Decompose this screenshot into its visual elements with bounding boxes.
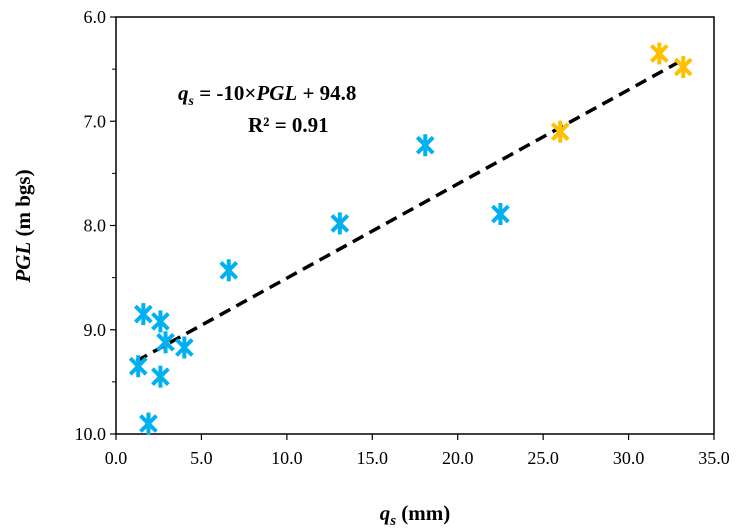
- data-point: [415, 134, 435, 157]
- data-point: [139, 412, 158, 435]
- data-point: [550, 120, 570, 143]
- data-point: [151, 310, 170, 333]
- y-tick-label: 6.0: [84, 7, 107, 27]
- x-tick-label: 30.0: [613, 448, 645, 468]
- x-tick-label: 20.0: [442, 448, 474, 468]
- data-point: [134, 303, 153, 326]
- data-point: [673, 56, 693, 79]
- x-tick-label: 10.0: [271, 448, 303, 468]
- trendline: [135, 57, 686, 363]
- y-tick-label: 9.0: [84, 320, 107, 340]
- x-tick-label: 0.0: [105, 448, 128, 468]
- x-tick-label: 35.0: [698, 448, 730, 468]
- x-tick-label: 5.0: [190, 448, 213, 468]
- r-squared-text: R² = 0.91: [248, 113, 329, 137]
- data-point: [491, 203, 510, 226]
- x-tick-label: 25.0: [527, 448, 559, 468]
- plot-frame: [115, 16, 715, 435]
- data-point: [219, 259, 239, 282]
- y-tick-label: 8.0: [84, 216, 107, 236]
- data-point: [151, 365, 170, 388]
- data-point: [156, 331, 175, 354]
- data-point: [175, 336, 194, 359]
- y-tick-label: 7.0: [84, 111, 107, 131]
- y-tick-label: 10.0: [75, 424, 107, 444]
- x-tick-label: 15.0: [357, 448, 389, 468]
- equation-text: qs = -10×PGL + 94.8: [178, 81, 356, 109]
- data-point: [330, 212, 350, 235]
- x-axis-title: qs (mm): [380, 501, 451, 529]
- y-axis-title: PGL (m bgs): [11, 169, 35, 283]
- data-point: [128, 355, 148, 378]
- data-point: [649, 42, 669, 65]
